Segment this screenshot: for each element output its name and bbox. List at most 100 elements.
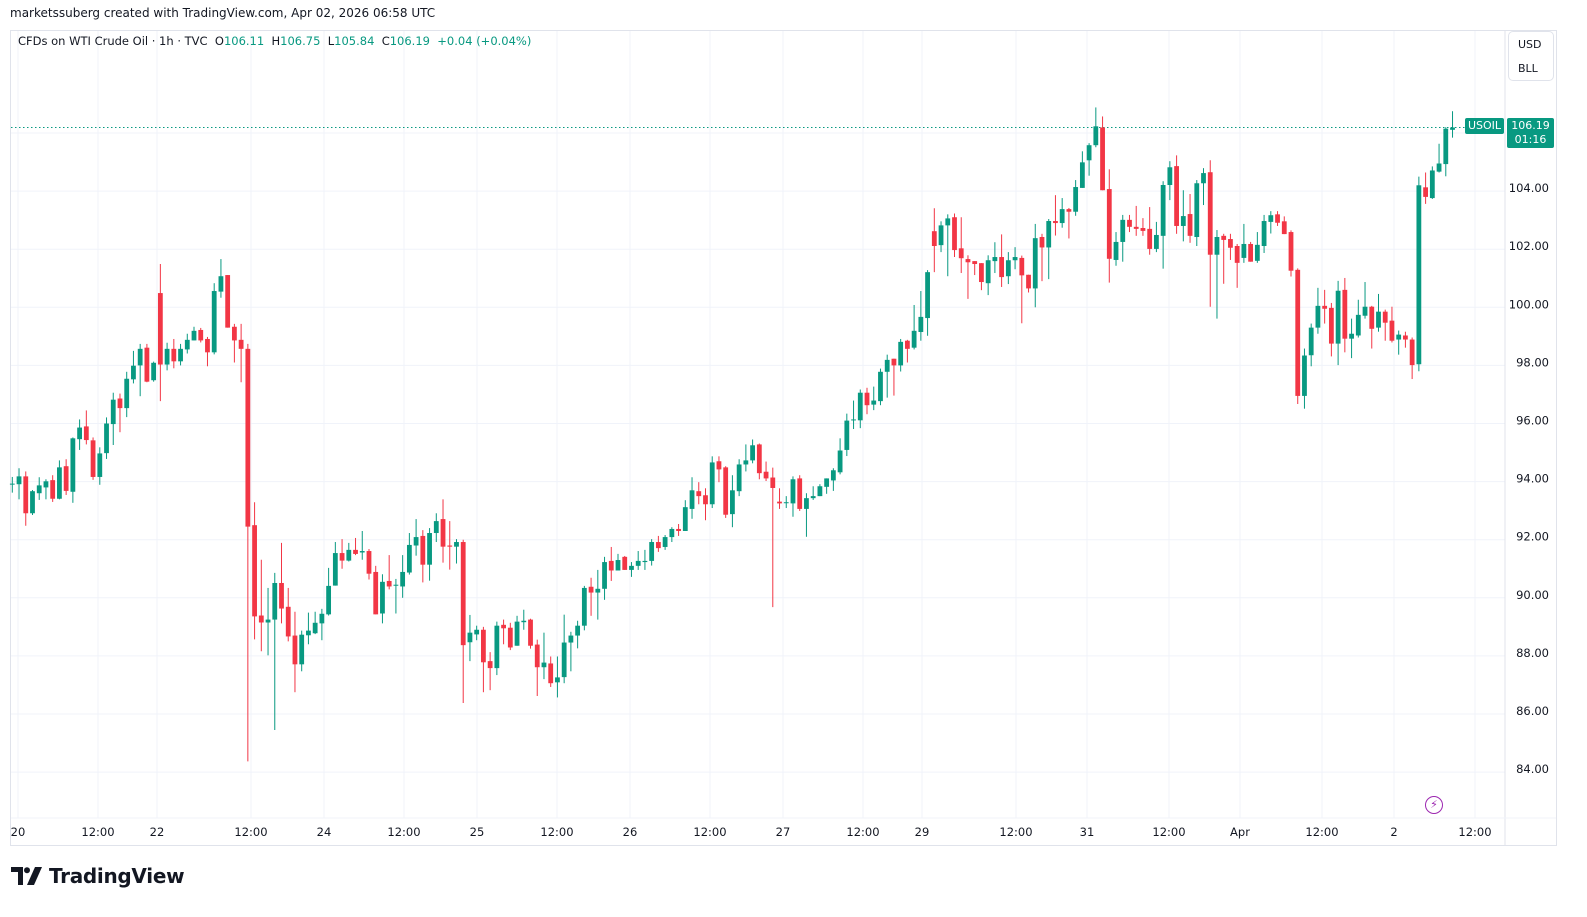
- candle[interactable]: [306, 612, 311, 645]
- candle[interactable]: [1355, 299, 1361, 338]
- candle[interactable]: [608, 546, 614, 581]
- candle[interactable]: [985, 255, 991, 296]
- candle[interactable]: [1039, 233, 1045, 282]
- unit-label[interactable]: BLL: [1518, 62, 1538, 75]
- candle[interactable]: [487, 652, 493, 691]
- candle[interactable]: [723, 466, 729, 518]
- candle[interactable]: [1396, 330, 1402, 355]
- candle[interactable]: [77, 419, 82, 450]
- candle[interactable]: [1342, 277, 1348, 353]
- candle[interactable]: [1093, 107, 1099, 148]
- candle[interactable]: [1174, 155, 1179, 234]
- candle[interactable]: [1214, 230, 1220, 319]
- candle[interactable]: [1234, 243, 1240, 288]
- candle[interactable]: [218, 259, 224, 298]
- candle[interactable]: [440, 499, 446, 563]
- candle[interactable]: [1140, 218, 1146, 236]
- candle[interactable]: [353, 537, 358, 556]
- candle[interactable]: [460, 539, 466, 703]
- candle[interactable]: [279, 542, 284, 624]
- chart-pane[interactable]: [10, 30, 1557, 846]
- candle[interactable]: [1026, 274, 1031, 293]
- candle[interactable]: [43, 479, 49, 500]
- candle[interactable]: [494, 621, 500, 676]
- candle[interactable]: [521, 609, 527, 630]
- candle[interactable]: [1382, 309, 1388, 341]
- candle[interactable]: [568, 631, 574, 672]
- candle[interactable]: [925, 270, 930, 336]
- candle[interactable]: [1389, 306, 1395, 343]
- candle[interactable]: [999, 234, 1005, 287]
- candle[interactable]: [90, 437, 96, 480]
- candle[interactable]: [878, 368, 883, 406]
- candle[interactable]: [575, 620, 581, 649]
- candle[interactable]: [1066, 207, 1072, 239]
- candle[interactable]: [366, 548, 372, 580]
- candle[interactable]: [400, 555, 406, 598]
- candle[interactable]: [380, 574, 385, 624]
- candle[interactable]: [1281, 216, 1287, 235]
- candle[interactable]: [1308, 323, 1314, 367]
- candle[interactable]: [615, 553, 621, 571]
- candle[interactable]: [1241, 223, 1247, 263]
- candle[interactable]: [696, 482, 702, 505]
- tradingview-logo[interactable]: TradingView: [11, 864, 185, 888]
- candle[interactable]: [1221, 233, 1227, 284]
- candle[interactable]: [9, 476, 15, 493]
- candle[interactable]: [1106, 169, 1112, 283]
- candle[interactable]: [1187, 194, 1193, 243]
- candle[interactable]: [918, 291, 924, 341]
- candle[interactable]: [124, 371, 130, 418]
- candle[interactable]: [810, 486, 816, 500]
- candle[interactable]: [454, 539, 459, 564]
- candle[interactable]: [110, 392, 116, 445]
- candle[interactable]: [501, 619, 506, 645]
- candle[interactable]: [629, 562, 634, 577]
- candle[interactable]: [393, 578, 399, 614]
- candle[interactable]: [1073, 180, 1079, 216]
- candle[interactable]: [965, 255, 971, 299]
- candle[interactable]: [1100, 116, 1105, 191]
- candle[interactable]: [1328, 302, 1334, 357]
- candle[interactable]: [1322, 289, 1328, 324]
- candle[interactable]: [952, 213, 957, 258]
- candle[interactable]: [1127, 214, 1132, 233]
- candle[interactable]: [958, 217, 964, 274]
- candle[interactable]: [481, 626, 486, 693]
- candle[interactable]: [904, 339, 910, 363]
- candle[interactable]: [1201, 168, 1206, 206]
- candle[interactable]: [891, 358, 897, 396]
- candle[interactable]: [851, 400, 856, 430]
- candle[interactable]: [252, 502, 257, 640]
- candle[interactable]: [97, 447, 103, 485]
- candle[interactable]: [1261, 214, 1267, 253]
- candle[interactable]: [332, 542, 338, 586]
- candle[interactable]: [1362, 282, 1368, 319]
- candle[interactable]: [1436, 143, 1442, 173]
- candle[interactable]: [911, 304, 917, 350]
- lightning-icon[interactable]: ⚡︎: [1425, 796, 1443, 814]
- candle[interactable]: [770, 467, 776, 608]
- candle[interactable]: [898, 338, 904, 372]
- candle[interactable]: [1012, 247, 1018, 270]
- candle[interactable]: [299, 630, 305, 672]
- candle[interactable]: [1335, 280, 1341, 366]
- candle[interactable]: [1019, 255, 1025, 324]
- candle[interactable]: [1450, 111, 1455, 138]
- candle[interactable]: [164, 342, 170, 371]
- candle[interactable]: [346, 542, 352, 562]
- candle[interactable]: [292, 611, 298, 693]
- candle[interactable]: [1268, 211, 1274, 234]
- candle[interactable]: [682, 500, 688, 531]
- candle[interactable]: [137, 343, 143, 397]
- candle[interactable]: [972, 261, 978, 276]
- candle[interactable]: [938, 221, 944, 253]
- candle[interactable]: [555, 656, 560, 698]
- candle[interactable]: [30, 490, 35, 516]
- candle[interactable]: [830, 468, 836, 491]
- candle[interactable]: [1275, 211, 1280, 226]
- candle[interactable]: [507, 622, 513, 651]
- candle[interactable]: [871, 386, 877, 411]
- candle[interactable]: [420, 530, 426, 583]
- candle[interactable]: [931, 208, 937, 273]
